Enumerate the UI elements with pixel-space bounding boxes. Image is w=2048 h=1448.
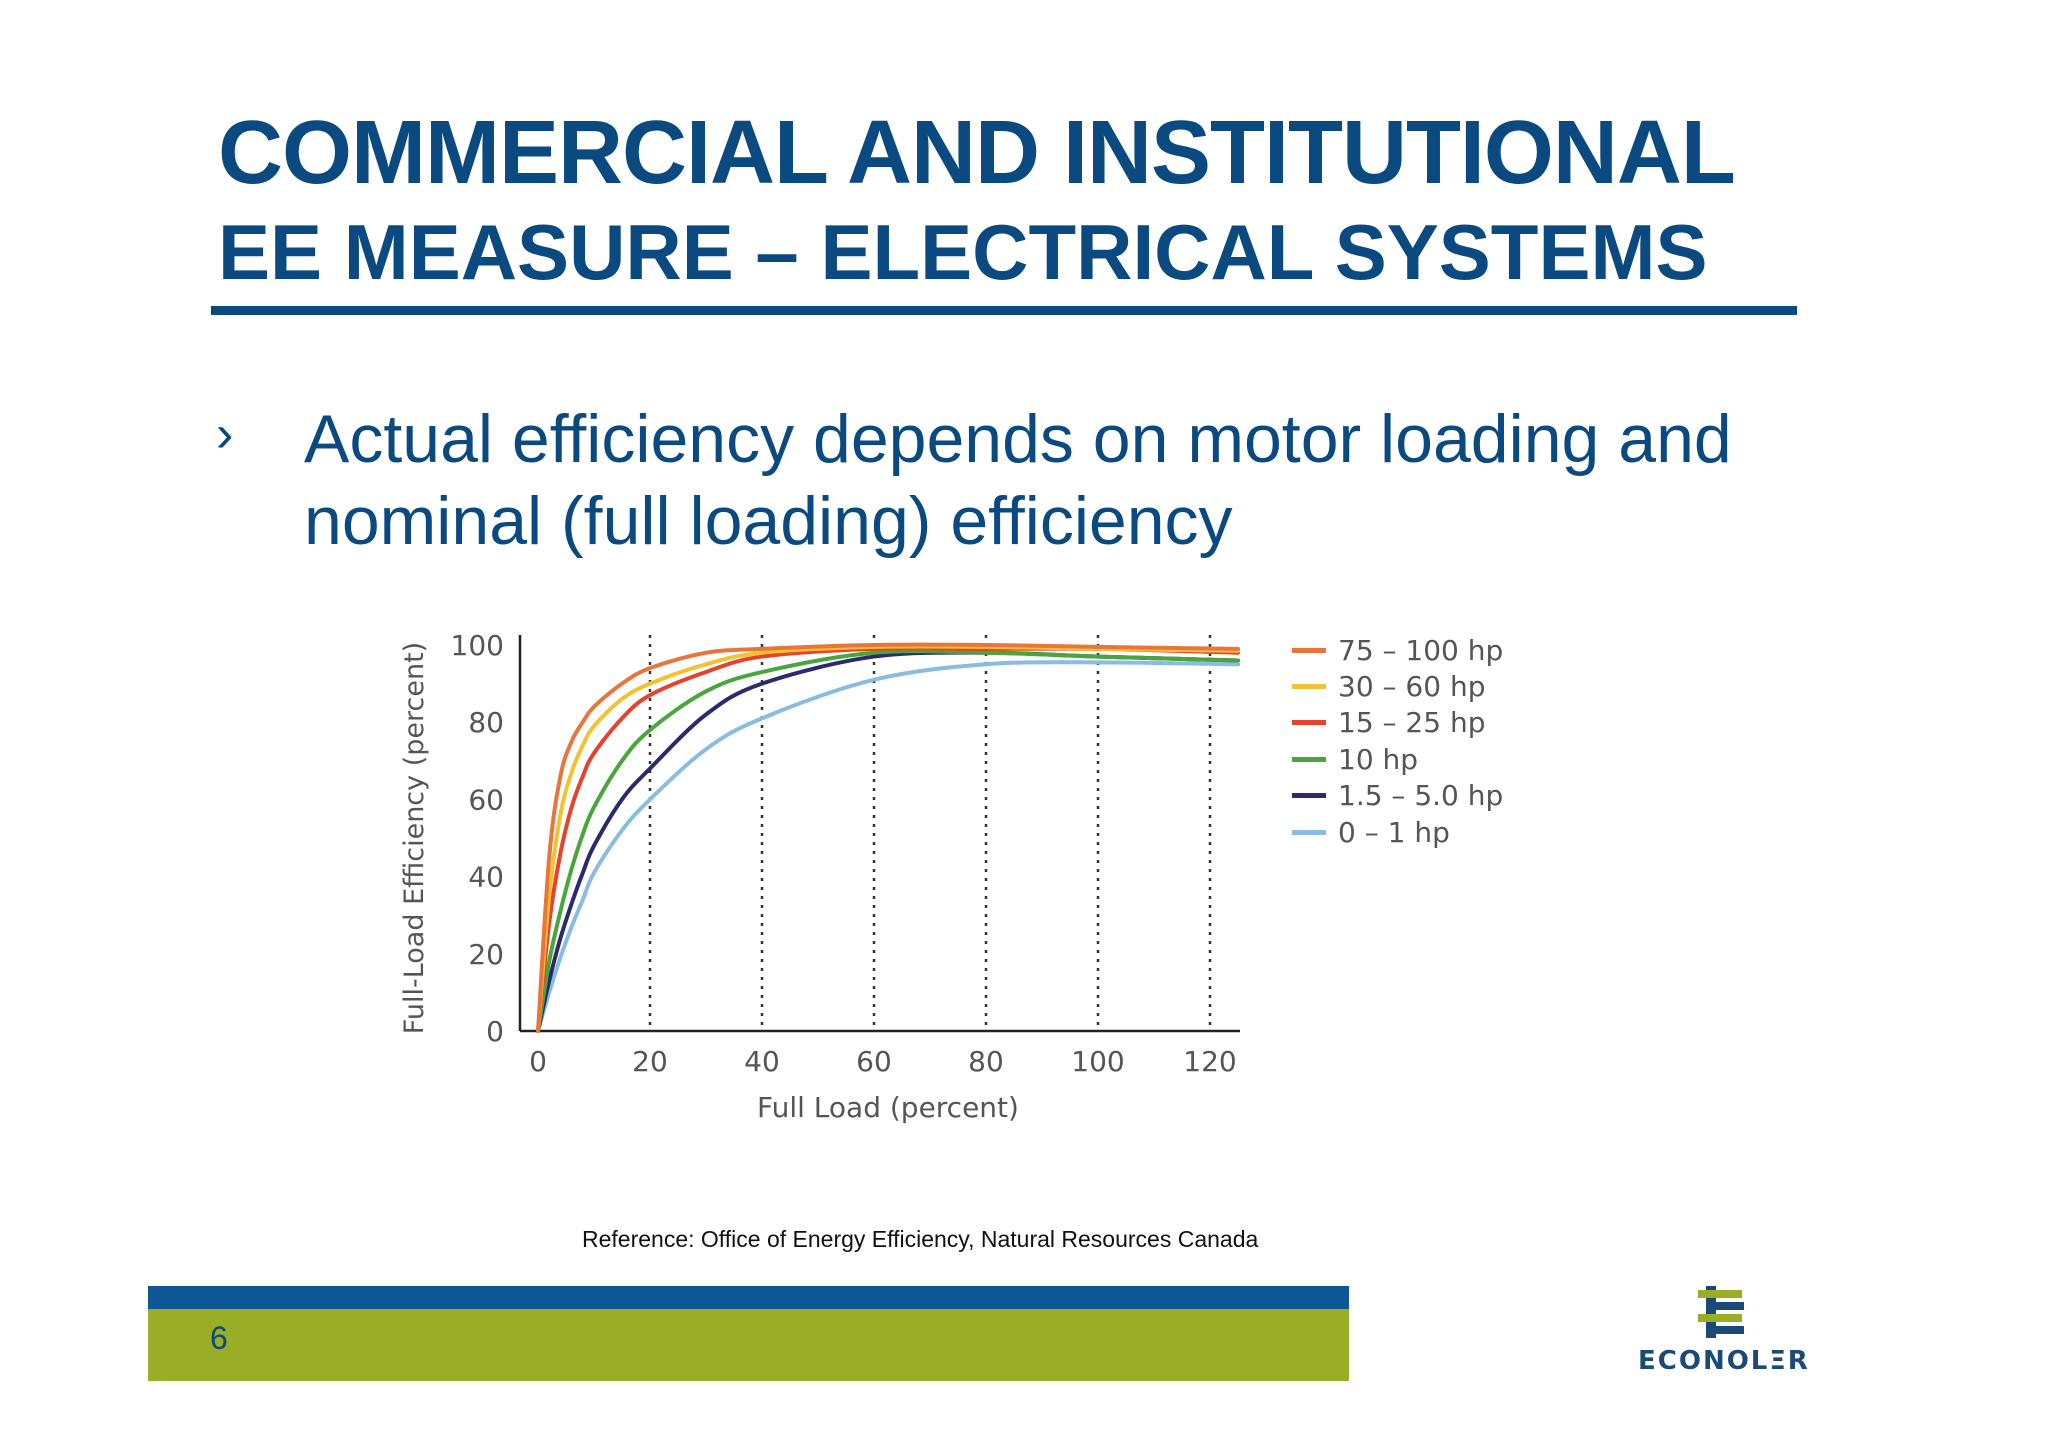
legend-item-1: 30 – 60 hp [1292, 668, 1503, 704]
series-line-3 [536, 649, 1240, 1033]
legend-item-0: 75 – 100 hp [1292, 632, 1503, 668]
econoler-logo-text: ECONOLΞR [1638, 1346, 1810, 1376]
bullet-marker: › [216, 405, 234, 463]
efficiency-chart-svg: 0 20 40 60 80 100 120 0 20 40 60 80 100 Full Load (pe… [399, 629, 1240, 1124]
legend-item-5: 0 – 1 hp [1292, 814, 1503, 850]
econoler-logo: ECONOLΞR [1638, 1286, 1810, 1378]
series-line-4 [536, 650, 1240, 1033]
x-tick-label-80: 80 [968, 1045, 1004, 1078]
x-tick-label-0: 0 [529, 1045, 547, 1078]
x-tick-label-100: 100 [1071, 1045, 1124, 1078]
y-tick-label-0: 0 [486, 1015, 504, 1048]
y-tick-label-100: 100 [451, 629, 504, 662]
y-tick-label-20: 20 [468, 938, 504, 971]
page-number: 6 [210, 1320, 228, 1356]
bullet-text: Actual efficiency depends on motor loadi… [304, 401, 1732, 559]
chart-legend: 75 – 100 hp 30 – 60 hp 15 – 25 hp 10 hp 1.5 … [1292, 632, 1503, 850]
efficiency-chart: 0 20 40 60 80 100 120 0 20 40 60 80 100 Full Load (pe… [380, 620, 1260, 1145]
legend-swatch-5 [1292, 829, 1326, 835]
legend-swatch-1 [1292, 684, 1326, 690]
legend-swatch-0 [1292, 647, 1326, 653]
legend-swatch-3 [1292, 756, 1326, 762]
slide-title-line1: COMMERCIAL AND INSTITUTIONAL [218, 103, 1736, 203]
legend-swatch-4 [1292, 793, 1326, 799]
series-line-5 [536, 660, 1240, 1033]
econoler-logo-mark-icon [1698, 1286, 1744, 1338]
title-underline [211, 306, 1797, 315]
legend-item-2: 15 – 25 hp [1292, 705, 1503, 741]
legend-label-5: 0 – 1 hp [1338, 815, 1450, 849]
footer-blue-band [148, 1286, 1349, 1309]
series-line-2 [536, 646, 1240, 1033]
legend-label-1: 30 – 60 hp [1338, 670, 1486, 704]
x-tick-label-40: 40 [744, 1045, 780, 1078]
x-tick-label-20: 20 [632, 1045, 668, 1078]
x-tick-label-60: 60 [856, 1045, 892, 1078]
y-tick-label-60: 60 [468, 783, 504, 816]
legend-label-0: 75 – 100 hp [1338, 633, 1504, 667]
legend-label-2: 15 – 25 hp [1338, 706, 1486, 740]
legend-swatch-2 [1292, 720, 1326, 726]
legend-label-3: 10 hp [1338, 742, 1419, 776]
x-tick-label-120: 120 [1183, 1045, 1236, 1078]
y-tick-label-40: 40 [468, 861, 504, 894]
y-tick-label-80: 80 [468, 706, 504, 739]
x-axis-label: Full Load (percent) [757, 1091, 1019, 1124]
series-line-1 [536, 644, 1240, 1033]
footer-green-band [148, 1309, 1349, 1381]
slide-title-line2: EE MEASURE – ELECTRICAL SYSTEMS [218, 208, 1708, 296]
y-axis-label: Full-Load Efficiency (percent) [399, 642, 430, 1034]
legend-label-4: 1.5 – 5.0 hp [1338, 779, 1504, 813]
legend-item-4: 1.5 – 5.0 hp [1292, 778, 1503, 814]
legend-item-3: 10 hp [1292, 741, 1503, 777]
series-line-0 [536, 642, 1240, 1033]
reference-note: Reference: Office of Energy Efficiency, … [582, 1226, 1259, 1252]
